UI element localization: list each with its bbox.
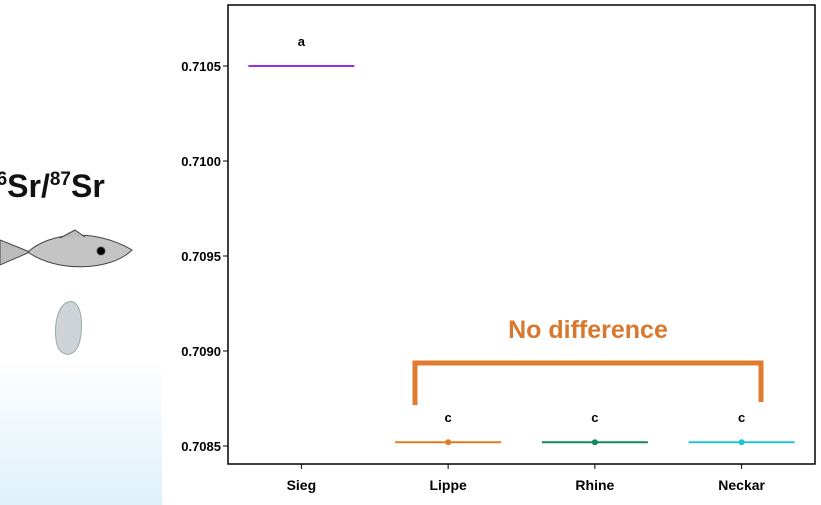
group-letter: a — [298, 34, 306, 49]
fish-icon — [0, 230, 132, 267]
element: Sr/ — [7, 168, 50, 204]
group-letter: c — [591, 410, 598, 425]
x-tick-label: Neckar — [718, 477, 765, 493]
background-panel — [0, 360, 162, 505]
side-label: 86Sr/87Sr — [0, 168, 105, 204]
superscript: 87 — [50, 169, 71, 190]
y-tick-label: 0.7105 — [181, 59, 221, 74]
x-tick-label: Lippe — [429, 477, 467, 493]
y-tick-label: 0.7090 — [181, 344, 221, 359]
x-tick-label: Sieg — [287, 477, 317, 493]
superscript: 86 — [0, 169, 7, 190]
x-tick-label: Rhine — [575, 477, 614, 493]
y-tick-label: 0.7100 — [181, 154, 221, 169]
bracket — [415, 363, 761, 405]
group-letter: c — [445, 410, 452, 425]
mean-dot — [445, 439, 451, 445]
chart: 86Sr/87Sr No difference 0.7085 0.7090 0.70… — [0, 0, 821, 505]
plot-frame — [228, 5, 815, 464]
y-tick-label: 0.7085 — [181, 439, 221, 454]
mean-dot — [739, 439, 745, 445]
mean-dot — [592, 439, 598, 445]
element: Sr — [71, 168, 105, 204]
y-tick-label: 0.7095 — [181, 249, 221, 264]
otolith-icon — [56, 302, 82, 355]
annotation: No difference — [508, 316, 668, 344]
group-letter: c — [738, 410, 745, 425]
